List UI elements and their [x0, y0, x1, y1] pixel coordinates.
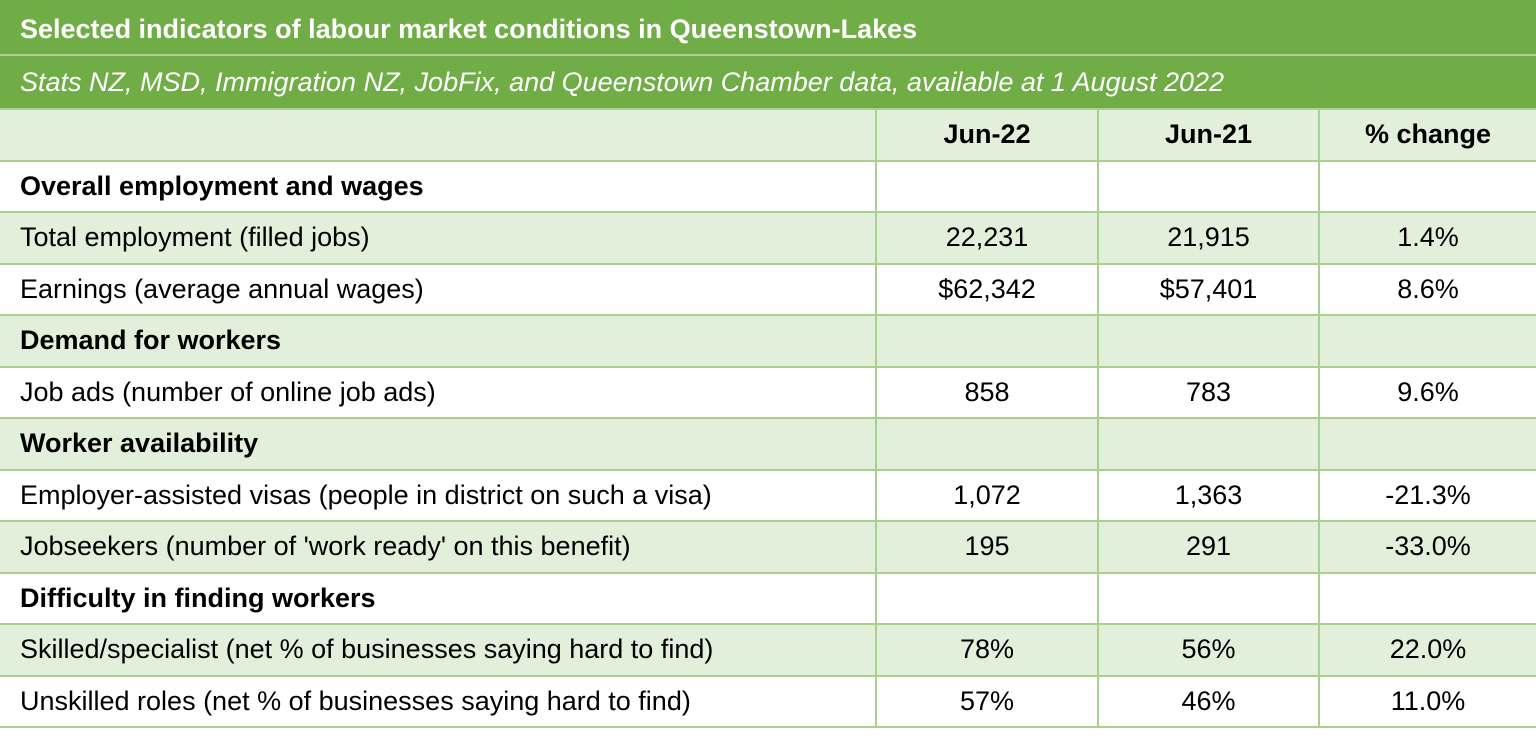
- value-cell: 858: [875, 365, 1099, 419]
- row-label: Job ads (number of online job ads): [0, 365, 877, 419]
- value-cell: 21,915: [1097, 211, 1320, 265]
- value-cell: 291: [1097, 520, 1320, 574]
- value-cell: $57,401: [1097, 262, 1320, 316]
- value-cell: 22,231: [875, 211, 1099, 265]
- corner-cell: [0, 108, 877, 162]
- indicator-table: Jun-22 Jun-21% change Overall employment a…: [0, 108, 1536, 728]
- column-header: Jun-22: [875, 108, 1099, 162]
- value-cell: -33.0%: [1318, 520, 1536, 574]
- value-cell: 22.0%: [1318, 623, 1536, 677]
- section-row: Difficulty in finding workers: [0, 571, 1536, 625]
- value-cell: 11.0%: [1318, 674, 1536, 728]
- data-row: Employer-assisted visas (people in distr…: [0, 468, 1536, 522]
- empty-cell: [875, 314, 1099, 368]
- section-row: Demand for workers: [0, 314, 1536, 368]
- value-cell: 1.4%: [1318, 211, 1536, 265]
- value-cell: 8.6%: [1318, 262, 1536, 316]
- empty-cell: [1097, 159, 1320, 213]
- row-label: Total employment (filled jobs): [0, 211, 877, 265]
- empty-cell: [1097, 571, 1320, 625]
- value-cell: 9.6%: [1318, 365, 1536, 419]
- value-cell: 783: [1097, 365, 1320, 419]
- value-cell: 1,072: [875, 468, 1099, 522]
- value-cell: -21.3%: [1318, 468, 1536, 522]
- value-cell: 56%: [1097, 623, 1320, 677]
- value-cell: $62,342: [875, 262, 1099, 316]
- empty-cell: [875, 571, 1099, 625]
- header-row: Jun-22 Jun-21% change: [0, 108, 1536, 162]
- data-row: Skilled/specialist (net % of businesses …: [0, 623, 1536, 677]
- row-label: Employer-assisted visas (people in distr…: [0, 468, 877, 522]
- data-row: Unskilled roles (net % of businesses say…: [0, 674, 1536, 728]
- row-label: Unskilled roles (net % of businesses say…: [0, 674, 877, 728]
- empty-cell: [1318, 571, 1536, 625]
- row-label: Jobseekers (number of 'work ready' on th…: [0, 520, 877, 574]
- empty-cell: [1318, 159, 1536, 213]
- data-row: Job ads (number of online job ads) 858 783…: [0, 365, 1536, 419]
- empty-cell: [1318, 417, 1536, 471]
- value-cell: 1,363: [1097, 468, 1320, 522]
- data-row: Earnings (average annual wages) $62,342 $5…: [0, 262, 1536, 316]
- title: Selected indicators of labour market con…: [0, 0, 1536, 56]
- value-cell: 195: [875, 520, 1099, 574]
- data-row: Total employment (filled jobs) 22,231 21,9…: [0, 211, 1536, 265]
- column-header: % change: [1318, 108, 1536, 162]
- value-cell: 57%: [875, 674, 1099, 728]
- empty-cell: [1097, 417, 1320, 471]
- section-title: Worker availability: [0, 417, 877, 471]
- section-row: Worker availability: [0, 417, 1536, 471]
- empty-cell: [1318, 314, 1536, 368]
- section-title: Overall employment and wages: [0, 159, 877, 213]
- empty-cell: [875, 417, 1099, 471]
- column-header: Jun-21: [1097, 108, 1320, 162]
- section-row: Overall employment and wages: [0, 159, 1536, 213]
- value-cell: 78%: [875, 623, 1099, 677]
- empty-cell: [875, 159, 1099, 213]
- section-title: Demand for workers: [0, 314, 877, 368]
- value-cell: 46%: [1097, 674, 1320, 728]
- row-label: Skilled/specialist (net % of businesses …: [0, 623, 877, 677]
- subtitle: Stats NZ, MSD, Immigration NZ, JobFix, a…: [0, 56, 1536, 108]
- data-row: Jobseekers (number of 'work ready' on th…: [0, 520, 1536, 574]
- section-title: Difficulty in finding workers: [0, 571, 877, 625]
- empty-cell: [1097, 314, 1320, 368]
- row-label: Earnings (average annual wages): [0, 262, 877, 316]
